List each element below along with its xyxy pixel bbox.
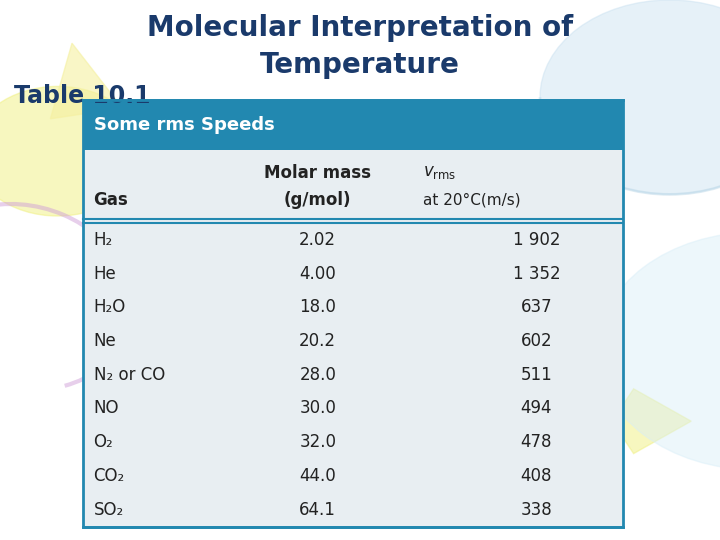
Text: He: He <box>94 265 117 282</box>
Text: Molar mass: Molar mass <box>264 165 372 183</box>
Text: Ne: Ne <box>94 332 117 350</box>
Text: 64.1: 64.1 <box>300 501 336 518</box>
Text: 1 352: 1 352 <box>513 265 560 282</box>
Text: 408: 408 <box>521 467 552 485</box>
Text: 32.0: 32.0 <box>300 433 336 451</box>
Text: 2.02: 2.02 <box>300 231 336 249</box>
Text: 44.0: 44.0 <box>300 467 336 485</box>
FancyBboxPatch shape <box>83 100 623 150</box>
Text: SO₂: SO₂ <box>94 501 124 518</box>
Text: Molecular Interpretation of: Molecular Interpretation of <box>147 14 573 42</box>
Text: O₂: O₂ <box>94 433 113 451</box>
Polygon shape <box>612 389 691 454</box>
Text: 478: 478 <box>521 433 552 451</box>
Text: H₂O: H₂O <box>94 298 126 316</box>
Text: 18.0: 18.0 <box>300 298 336 316</box>
Text: 28.0: 28.0 <box>300 366 336 384</box>
Text: 602: 602 <box>521 332 552 350</box>
Polygon shape <box>50 43 122 119</box>
Circle shape <box>598 232 720 470</box>
Text: Some rms Speeds: Some rms Speeds <box>94 116 274 134</box>
Text: 637: 637 <box>521 298 552 316</box>
Text: Temperature: Temperature <box>260 51 460 79</box>
Text: 1 902: 1 902 <box>513 231 560 249</box>
FancyBboxPatch shape <box>83 100 623 526</box>
Text: $v_{\rm rms}$: $v_{\rm rms}$ <box>423 163 456 181</box>
Text: H₂: H₂ <box>94 231 113 249</box>
Text: 20.2: 20.2 <box>300 332 336 350</box>
Text: 4.00: 4.00 <box>300 265 336 282</box>
Text: CO₂: CO₂ <box>94 467 125 485</box>
Text: 494: 494 <box>521 400 552 417</box>
Text: 338: 338 <box>521 501 552 518</box>
Text: 30.0: 30.0 <box>300 400 336 417</box>
Text: 511: 511 <box>521 366 552 384</box>
Text: at 20°C(m/s): at 20°C(m/s) <box>423 192 521 207</box>
Circle shape <box>0 86 144 216</box>
Text: Table 10.1: Table 10.1 <box>14 84 151 107</box>
Text: Gas: Gas <box>94 191 128 208</box>
Text: N₂ or CO: N₂ or CO <box>94 366 165 384</box>
Circle shape <box>540 0 720 194</box>
Text: (g/mol): (g/mol) <box>284 191 351 208</box>
Text: NO: NO <box>94 400 119 417</box>
